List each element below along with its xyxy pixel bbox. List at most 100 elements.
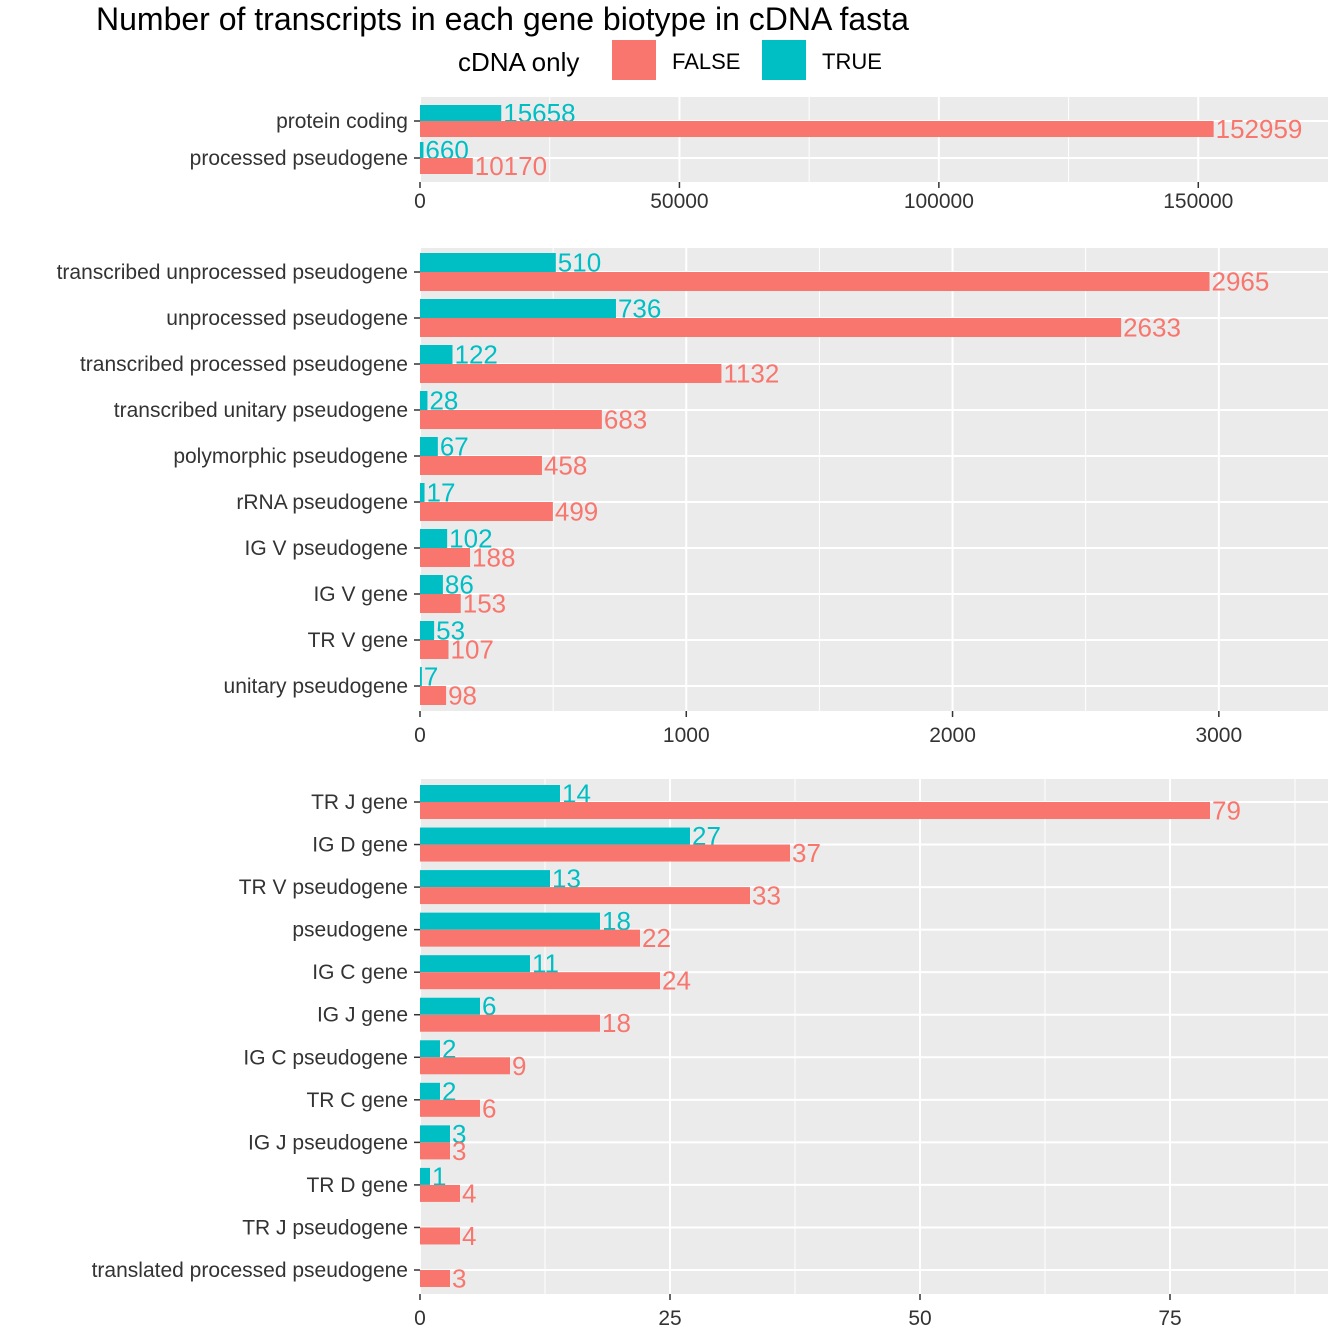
category-label-tr-j-pseudogene: TR J pseudogene [242,1216,408,1239]
value-label-false-transcribed-processed-pseudogene: 1132 [723,359,779,389]
bar-true-rrna-pseudogene [420,483,425,502]
bar-false-ig-j-gene [420,1014,600,1032]
value-label-false-ig-c-gene: 24 [662,966,691,996]
x-tick-label: 3000 [1195,724,1242,747]
value-label-false-ig-c-pseudogene: 9 [512,1051,526,1081]
bar-false-ig-c-pseudogene [420,1057,510,1075]
value-label-false-tr-d-gene: 4 [462,1178,476,1208]
legend-label-true: TRUE [822,49,882,74]
category-label-translated-processed-pseudogene: translated processed pseudogene [92,1259,408,1282]
panel-background [420,97,1328,182]
panel-2: transcribed unprocessed pseudogene unproc… [57,248,1328,747]
x-tick-label: 150000 [1163,190,1233,213]
x-tick-label: 75 [1158,1307,1181,1330]
bar-false-transcribed-unprocessed-pseudogene [420,272,1210,291]
bar-false-tr-v-pseudogene [420,887,750,905]
bar-false-rrna-pseudogene [420,502,553,521]
category-label-ig-v-pseudogene: IG V pseudogene [245,537,408,560]
x-tick-label: 0 [414,724,426,747]
value-label-false-transcribed-unitary-pseudogene: 683 [604,405,647,435]
category-label-tr-c-gene: TR C gene [306,1089,408,1112]
bar-false-tr-c-gene [420,1099,480,1117]
bar-false-ig-j-pseudogene [420,1142,450,1160]
category-label-tr-v-gene: TR V gene [308,629,408,652]
bar-false-translated-processed-pseudogene [420,1270,450,1287]
value-label-true-tr-c-gene: 2 [442,1076,456,1106]
value-label-true-ig-j-gene: 6 [482,991,496,1021]
legend-title: cDNA only [458,47,579,77]
category-label-rrna-pseudogene: rRNA pseudogene [236,491,408,514]
bar-false-pseudogene [420,929,640,947]
value-label-false-unitary-pseudogene: 98 [448,681,477,711]
bar-true-ig-j-pseudogene [420,1125,450,1143]
bar-true-protein-coding [420,105,502,121]
value-label-false-rrna-pseudogene: 499 [555,497,598,527]
value-label-true-tr-d-gene: 1 [432,1161,446,1191]
bar-false-transcribed-processed-pseudogene [420,364,722,383]
panel-3: TR J gene IG D gene TR V pseudogene pseudog… [92,779,1328,1330]
value-label-false-polymorphic-pseudogene: 458 [544,451,587,481]
bar-true-ig-d-gene [420,827,690,845]
bar-false-tr-j-gene [420,802,1210,819]
value-label-false-tr-v-pseudogene: 33 [752,881,781,911]
bar-true-unprocessed-pseudogene [420,299,616,318]
value-label-false-tr-j-gene: 79 [1212,796,1241,826]
value-label-false-protein-coding: 152959 [1216,114,1303,144]
bar-true-polymorphic-pseudogene [420,437,438,456]
x-tick-label: 25 [658,1307,681,1330]
bar-true-transcribed-unitary-pseudogene [420,391,428,410]
x-tick-label: 0 [414,1307,426,1330]
x-tick-label: 2000 [929,724,976,747]
x-tick-label: 1000 [663,724,710,747]
value-label-true-ig-c-pseudogene: 2 [442,1034,456,1064]
value-label-false-tr-v-gene: 107 [450,635,493,665]
bar-true-tr-d-gene [420,1167,430,1185]
value-label-false-ig-d-gene: 37 [792,838,821,868]
bar-true-processed-pseudogene [420,142,424,158]
legend-key-true [762,40,806,80]
category-label-polymorphic-pseudogene: polymorphic pseudogene [173,445,408,468]
legend: cDNA only FALSE TRUE [458,40,882,80]
category-label-pseudogene: pseudogene [292,919,408,942]
bar-true-ig-v-gene [420,575,443,594]
bar-true-pseudogene [420,912,600,930]
bar-false-protein-coding [420,121,1214,137]
legend-key-false [612,40,656,80]
value-label-false-processed-pseudogene: 10170 [475,151,547,181]
panels: protein coding processed pseudogene 0 50000… [57,97,1328,1330]
value-label-true-unitary-pseudogene: 7 [424,662,438,692]
bar-false-ig-v-gene [420,594,461,613]
bar-false-tr-v-gene [420,640,449,659]
bar-false-polymorphic-pseudogene [420,456,542,475]
value-label-false-translated-processed-pseudogene: 3 [452,1264,466,1294]
value-label-false-ig-v-gene: 153 [463,589,506,619]
x-tick-label: 50 [908,1307,931,1330]
value-label-false-transcribed-unprocessed-pseudogene: 2965 [1212,267,1270,297]
bar-false-ig-c-gene [420,972,660,990]
legend-label-false: FALSE [672,49,740,74]
category-label-transcribed-processed-pseudogene: transcribed processed pseudogene [80,353,408,376]
x-tick-label: 100000 [904,190,974,213]
value-label-false-tr-c-gene: 6 [482,1093,496,1123]
bar-false-processed-pseudogene [420,158,473,174]
category-label-transcribed-unprocessed-pseudogene: transcribed unprocessed pseudogene [57,261,408,284]
bar-false-tr-j-pseudogene [420,1227,460,1245]
bar-false-transcribed-unitary-pseudogene [420,410,602,429]
bar-true-tr-v-gene [420,621,435,640]
value-label-true-ig-j-pseudogene: 3 [452,1119,466,1149]
bar-true-transcribed-unprocessed-pseudogene [420,253,556,272]
category-label-ig-c-pseudogene: IG C pseudogene [243,1046,408,1069]
value-label-false-pseudogene: 22 [642,923,671,953]
bar-false-tr-d-gene [420,1184,460,1202]
category-label-unprocessed-pseudogene: unprocessed pseudogene [166,307,408,330]
value-label-false-ig-j-pseudogene: 3 [452,1136,466,1166]
bar-true-ig-c-gene [420,955,530,973]
category-label-tr-d-gene: TR D gene [306,1174,408,1197]
value-label-false-tr-j-pseudogene: 4 [462,1221,476,1251]
bar-true-ig-c-pseudogene [420,1040,440,1058]
category-label-ig-j-pseudogene: IG J pseudogene [248,1131,408,1154]
category-label-ig-c-gene: IG C gene [312,961,408,984]
bar-false-ig-v-pseudogene [420,548,471,567]
bar-false-ig-d-gene [420,844,790,862]
value-label-false-ig-j-gene: 18 [602,1008,631,1038]
